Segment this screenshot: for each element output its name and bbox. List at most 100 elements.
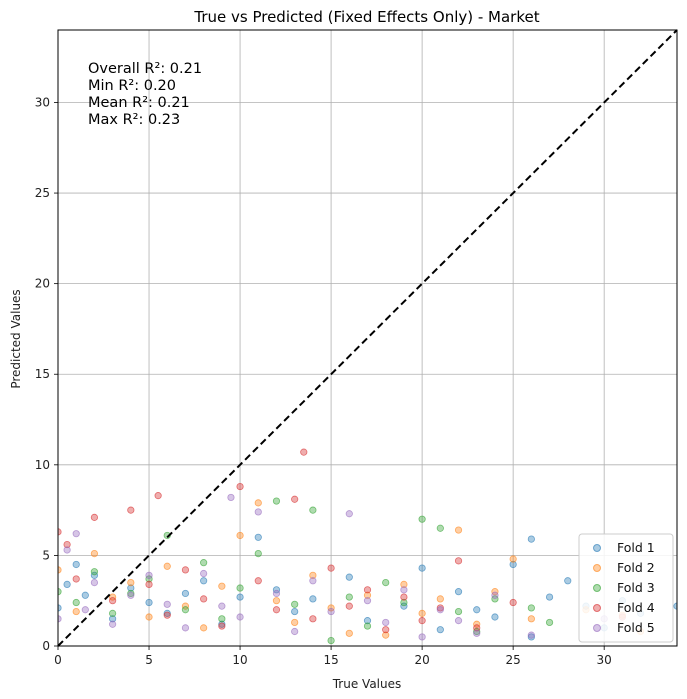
fold-1-point	[81, 591, 89, 599]
fold-1-point	[218, 620, 226, 628]
fold-3-point	[363, 622, 372, 630]
fold-1-point	[309, 595, 317, 603]
legend-marker	[593, 564, 601, 572]
fold-5-point	[309, 577, 317, 585]
fold-2-point	[254, 499, 262, 507]
fold-3-point	[109, 609, 117, 617]
fold-2-point	[236, 531, 244, 540]
fold-4-point	[272, 606, 281, 614]
fold-1-point	[90, 571, 99, 579]
fold-2-point	[218, 582, 226, 590]
fold-1-point	[291, 607, 299, 616]
fold-2-point	[418, 609, 426, 617]
fold-4-point	[72, 575, 80, 583]
fold-2-point	[90, 549, 99, 558]
fold-1-point	[454, 588, 463, 596]
reference-line	[57, 29, 678, 647]
x-tick-label: 5	[145, 653, 153, 667]
x-tick-label: 0	[54, 653, 62, 667]
fold-3-point	[309, 506, 317, 514]
fold-1-point	[345, 573, 353, 581]
fold-1-point	[491, 613, 499, 621]
legend-marker	[593, 544, 601, 552]
fold-5-point	[127, 591, 135, 599]
r2-annotations: Overall R²: 0.21 Min R²: 0.20 Mean R²: 0…	[88, 61, 202, 128]
fold-3-point	[272, 497, 281, 505]
fold-1-point	[200, 577, 208, 585]
fold-2-point	[454, 526, 463, 534]
legend-label: Fold 3	[617, 580, 655, 595]
fold-1-point	[127, 584, 135, 592]
fold-4-point	[436, 604, 444, 612]
fold-3-point	[181, 606, 190, 614]
y-tick-label: 15	[35, 367, 50, 381]
fold-4-point	[90, 513, 99, 521]
fold-5-point	[145, 571, 153, 579]
fold-5-point	[527, 631, 535, 639]
y-tick-label: 0	[42, 639, 50, 653]
fold-2-point	[127, 578, 135, 587]
fold-4-point	[363, 586, 372, 594]
fold-5-point	[227, 493, 235, 502]
fold-5-point	[473, 629, 481, 637]
grid-lines	[57, 30, 677, 647]
fold-1-point	[145, 598, 153, 607]
fold-3-point	[200, 559, 208, 567]
fold-3-point	[418, 515, 426, 523]
fold-4-point	[418, 617, 426, 625]
fold-3-point	[400, 598, 408, 607]
x-tick-label: 20	[414, 653, 429, 667]
legend-marker	[593, 584, 601, 592]
fold-1-point	[436, 626, 444, 634]
fold-4-point	[509, 598, 517, 607]
y-tick-label: 5	[42, 548, 50, 562]
annotation-mean-r2: Mean R²: 0.21	[88, 95, 190, 111]
fold-3-point	[58, 588, 62, 596]
legend-marker	[593, 604, 601, 612]
fold-4-point	[63, 540, 71, 549]
fold-3-point	[327, 636, 335, 645]
fold-4-point	[300, 448, 308, 456]
fold-4-point	[181, 566, 190, 574]
legend-label: Fold 4	[617, 600, 655, 615]
fold-3-point	[236, 584, 244, 592]
fold-5-point	[236, 613, 244, 621]
fold-2-point	[109, 593, 117, 601]
fold-2-point	[327, 604, 335, 612]
legend-label: Fold 2	[617, 560, 655, 575]
fold-1-point	[473, 606, 481, 614]
annotation-max-r2: Max R²: 0.23	[88, 112, 180, 128]
fold-3-point	[145, 575, 153, 583]
fold-2-point	[473, 620, 481, 628]
fold-5-point	[436, 606, 444, 614]
fold-3-point	[491, 595, 499, 603]
fold-2-point	[163, 562, 171, 570]
fold-3-point	[291, 600, 299, 608]
fold-4-point	[327, 564, 335, 572]
fold-5-point	[90, 578, 99, 587]
fold-1-point	[418, 564, 426, 572]
fold-4-point	[236, 482, 244, 491]
y-axis-ticks: 0 5 10 15 20 25 30	[35, 95, 58, 653]
data-points	[58, 448, 677, 645]
x-tick-label: 30	[597, 653, 612, 667]
fold-1-point	[545, 593, 554, 601]
fold-4-point	[154, 492, 162, 500]
fold-1-point	[254, 533, 262, 541]
fold-3-point	[254, 549, 262, 558]
fold-5-point	[218, 602, 226, 610]
fold-5-point	[291, 627, 299, 636]
fold-5-point	[418, 633, 426, 641]
chart-title: True vs Predicted (Fixed Effects Only) -…	[193, 8, 539, 26]
legend-box	[578, 533, 674, 643]
fold-4-point	[145, 580, 153, 589]
fold-4-point	[127, 506, 135, 514]
y-tick-label: 25	[35, 186, 50, 200]
x-axis-label: True Values	[332, 677, 402, 691]
fold-4-point	[473, 624, 481, 632]
y-tick-label: 30	[35, 95, 50, 109]
fold-2-point	[200, 624, 208, 632]
fold-1-point	[527, 633, 535, 641]
y-tick-label: 20	[35, 277, 50, 291]
fold-3-point	[545, 618, 554, 627]
